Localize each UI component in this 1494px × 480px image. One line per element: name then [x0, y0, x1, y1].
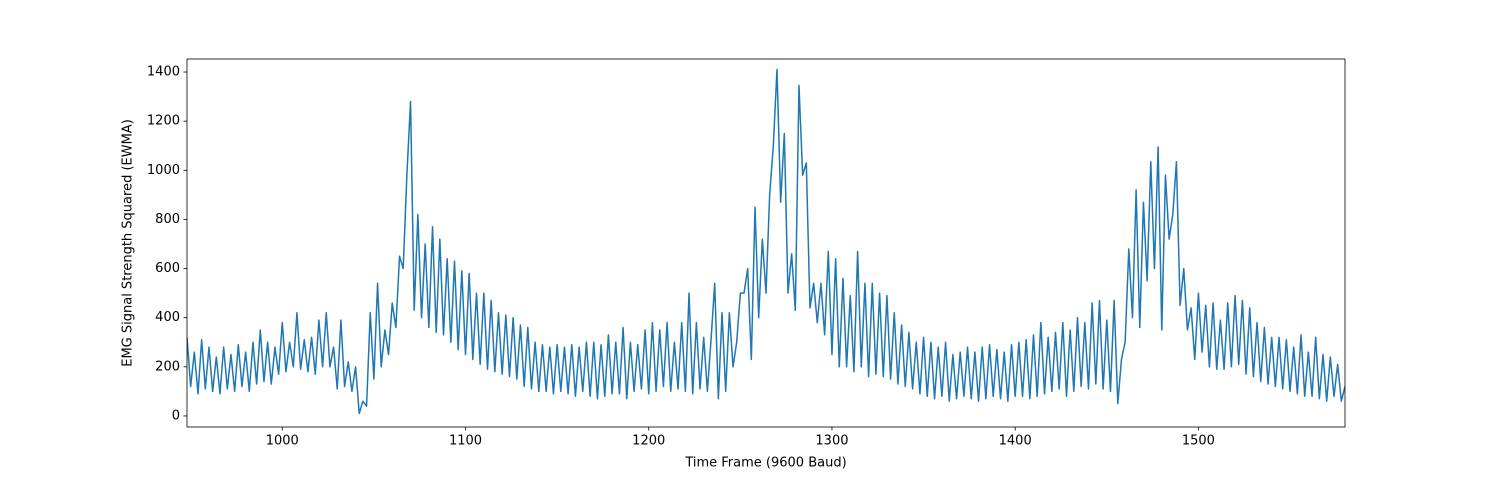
- y-tick-label: 0: [172, 408, 180, 423]
- x-tick-label: 1100: [449, 434, 482, 449]
- y-tick-label: 400: [155, 310, 180, 325]
- x-tick-label: 1400: [999, 434, 1032, 449]
- y-axis-label: EMG Signal Strength Squared (EWMA): [121, 119, 136, 367]
- x-tick-label: 1200: [632, 434, 665, 449]
- y-tick-label: 600: [155, 261, 180, 276]
- y-tick-label: 1400: [147, 65, 180, 80]
- y-tick-label: 1000: [147, 163, 180, 178]
- y-tick-label: 1200: [147, 114, 180, 129]
- x-tick-label: 1500: [1182, 434, 1215, 449]
- x-tick-label: 1300: [815, 434, 848, 449]
- x-tick-label: 1000: [266, 434, 299, 449]
- y-tick-label: 200: [155, 359, 180, 374]
- plot-frame: [186, 58, 1346, 428]
- x-axis-label: Time Frame (9600 Baud): [684, 456, 846, 471]
- data-line: [187, 68, 1345, 415]
- y-tick-label: 800: [155, 212, 180, 227]
